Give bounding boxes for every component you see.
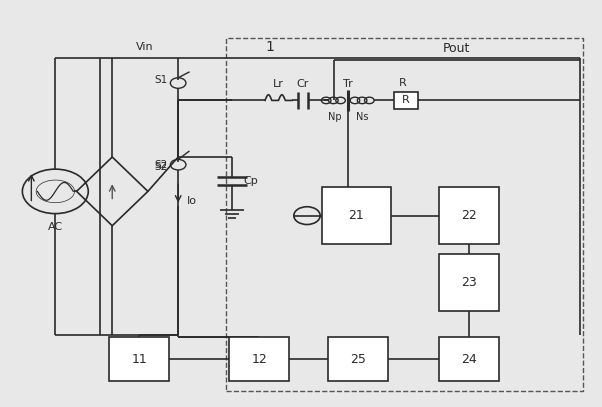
Bar — [394, 92, 418, 109]
Text: 22: 22 — [461, 209, 477, 222]
Bar — [439, 254, 498, 311]
Text: 1: 1 — [265, 40, 274, 54]
Text: Io: Io — [187, 197, 197, 206]
Bar — [229, 337, 289, 381]
Text: R: R — [399, 78, 407, 88]
Text: Np: Np — [327, 112, 341, 122]
Bar — [322, 187, 391, 244]
Text: Vin: Vin — [137, 42, 154, 52]
Text: Cr: Cr — [297, 79, 309, 89]
Text: 11: 11 — [131, 352, 147, 365]
Text: 12: 12 — [251, 352, 267, 365]
Bar — [439, 187, 498, 244]
Bar — [328, 337, 388, 381]
Text: Tr: Tr — [343, 79, 353, 89]
Text: Lr: Lr — [273, 79, 284, 89]
Bar — [439, 337, 498, 381]
Text: S2: S2 — [154, 162, 167, 172]
Text: S1: S1 — [154, 75, 167, 85]
Text: Cp: Cp — [243, 176, 258, 186]
Bar — [109, 337, 169, 381]
Bar — [226, 38, 583, 392]
Text: 24: 24 — [461, 352, 477, 365]
Text: Ns: Ns — [356, 112, 368, 122]
Text: 23: 23 — [461, 276, 477, 289]
Text: AC: AC — [48, 222, 63, 232]
Text: S2: S2 — [154, 160, 167, 170]
Text: 21: 21 — [349, 209, 364, 222]
Text: Pout: Pout — [443, 42, 471, 55]
Text: R: R — [402, 95, 410, 105]
Text: 25: 25 — [350, 352, 366, 365]
